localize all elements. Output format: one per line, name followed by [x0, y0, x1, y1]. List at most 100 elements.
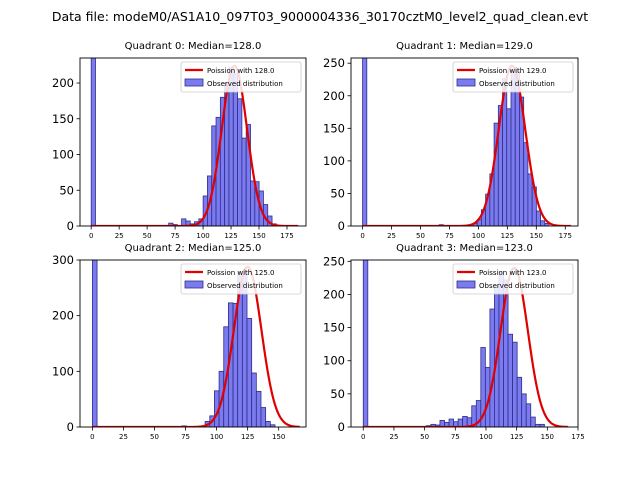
legend-bar-label: Observed distribution: [207, 80, 283, 88]
histogram-bar: [525, 403, 532, 427]
figure-title: Data file: modeM0/AS1A10_097T03_90000043…: [52, 9, 588, 24]
axes-frame: [350, 259, 579, 428]
y-tick-label: 300: [52, 253, 74, 267]
histogram-bar: [245, 124, 251, 226]
chart-panel-3: 0 25 50 75 100 125 150 175 0 50 100 150 200 250 Quadra…: [323, 243, 585, 441]
legend: Poission with 129.0 Observed distribution: [452, 61, 574, 93]
chart-title: Quadrant 3: Median=123.0: [396, 243, 533, 254]
x-tick-label: 100: [479, 433, 492, 441]
histogram-bar: [448, 418, 454, 427]
histogram-bar: [250, 180, 256, 226]
x-tick-label: 25: [389, 433, 398, 441]
histogram-bar: [265, 421, 271, 427]
x-tick-label: 0: [360, 232, 364, 240]
legend-box: [180, 263, 302, 295]
histogram-bar: [462, 415, 468, 427]
y-tick-label: 0: [67, 219, 74, 233]
histogram-bar: [241, 270, 248, 427]
y-tick-label: 0: [338, 420, 345, 434]
plot-area: [90, 58, 299, 226]
legend: Poission with 128.0 Observed distribution: [180, 61, 302, 93]
x-tick-label: 125: [510, 433, 523, 441]
y-tick-label: 0: [67, 420, 74, 434]
x-tick-label: 75: [181, 433, 190, 441]
y-tick-label: 200: [323, 287, 345, 301]
y-tick-label: 50: [59, 183, 74, 197]
x-tick-label: 150: [541, 433, 554, 441]
axes-frame: [79, 259, 307, 428]
histogram-bar: [512, 341, 518, 427]
legend-bar-label: Observed distribution: [207, 282, 283, 290]
chart-panel-0: 0 25 50 75 100 125 150 175 0 50 100 150 200 Quadrant …: [52, 41, 307, 240]
legend-bar-label: Observed distribution: [479, 282, 555, 290]
x-tick-label: 175: [559, 232, 572, 240]
histogram-bar: [506, 108, 512, 226]
x-tick-label: 100: [196, 232, 209, 240]
x-tick-label: 25: [115, 232, 124, 240]
histogram-bar-zero: [362, 260, 369, 427]
x-tick-label: 0: [89, 232, 93, 240]
plot-area: [362, 58, 572, 226]
chart-title: Quadrant 0: Median=128.0: [125, 41, 262, 52]
poisson-curve: [362, 64, 572, 226]
x-tick-label: 175: [571, 433, 584, 441]
histogram-bar: [539, 423, 545, 427]
histogram-bar: [489, 308, 495, 427]
histogram-bar: [255, 390, 262, 427]
x-tick-label: 0: [361, 433, 365, 441]
x-tick-label: 75: [171, 232, 180, 240]
legend-bar-swatch: [184, 280, 204, 289]
plot-area: [92, 260, 300, 427]
x-tick-label: 125: [224, 232, 237, 240]
y-tick-label: 250: [323, 254, 345, 268]
legend-box: [180, 61, 302, 93]
y-tick-label: 50: [330, 186, 345, 200]
x-tick-label: 100: [210, 433, 223, 441]
x-tick-label: 125: [241, 433, 254, 441]
x-tick-label: 75: [445, 232, 454, 240]
x-tick-label: 150: [252, 232, 265, 240]
legend-bar-swatch: [456, 78, 476, 87]
legend-box: [452, 263, 574, 295]
legend: Poission with 125.0 Observed distribution: [180, 263, 302, 295]
x-tick-label: 150: [530, 232, 543, 240]
x-tick-label: 175: [280, 232, 293, 240]
x-tick-label: 0: [90, 433, 94, 441]
legend-bar-swatch: [184, 78, 204, 87]
histogram-bar: [507, 333, 513, 427]
x-tick-label: 50: [150, 433, 159, 441]
histogram-bar: [232, 73, 238, 226]
y-tick-label: 100: [323, 154, 345, 168]
histogram-bar: [237, 98, 243, 226]
x-tick-label: 100: [472, 232, 485, 240]
legend-bar-label: Observed distribution: [479, 80, 555, 88]
legend-box: [452, 61, 574, 93]
y-tick-label: 100: [52, 364, 74, 378]
histogram-bar: [246, 318, 253, 427]
legend: Poission with 123.0 Observed distribution: [452, 263, 574, 295]
chart-title: Quadrant 1: Median=129.0: [396, 41, 533, 52]
x-tick-label: 125: [501, 232, 514, 240]
histogram-bar: [530, 416, 536, 427]
x-tick-label: 75: [451, 433, 460, 441]
x-tick-label: 25: [119, 433, 128, 441]
x-tick-label: 50: [420, 433, 429, 441]
y-tick-label: 100: [323, 354, 345, 368]
histogram-bar-zero: [92, 260, 98, 427]
legend-bar-swatch: [456, 280, 476, 289]
histogram-bar: [521, 393, 527, 427]
x-tick-label: 50: [416, 232, 425, 240]
histogram-bar: [269, 424, 276, 427]
y-tick-label: 200: [52, 76, 74, 90]
histogram-bar: [544, 222, 550, 226]
histogram-bar: [535, 210, 541, 226]
histogram-bar: [523, 142, 529, 226]
y-tick-label: 250: [323, 56, 345, 70]
histogram-bar: [510, 70, 516, 226]
y-tick-label: 0: [338, 219, 345, 233]
chart-panel-1: 0 25 50 75 100 125 150 175 0 50 100 150 200 250 Quadra…: [323, 41, 579, 240]
histogram-bar: [514, 70, 520, 226]
poisson-curve: [91, 64, 299, 226]
y-tick-label: 200: [52, 309, 74, 323]
chart-panel-2: 0 25 50 75 100 125 150 0 100 200 300 Quadrant 2: Me…: [52, 243, 307, 441]
